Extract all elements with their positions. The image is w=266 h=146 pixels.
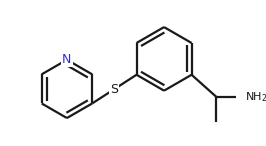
Text: NH$_2$: NH$_2$ bbox=[244, 90, 266, 104]
Text: S: S bbox=[110, 83, 118, 96]
Text: N: N bbox=[62, 53, 72, 66]
